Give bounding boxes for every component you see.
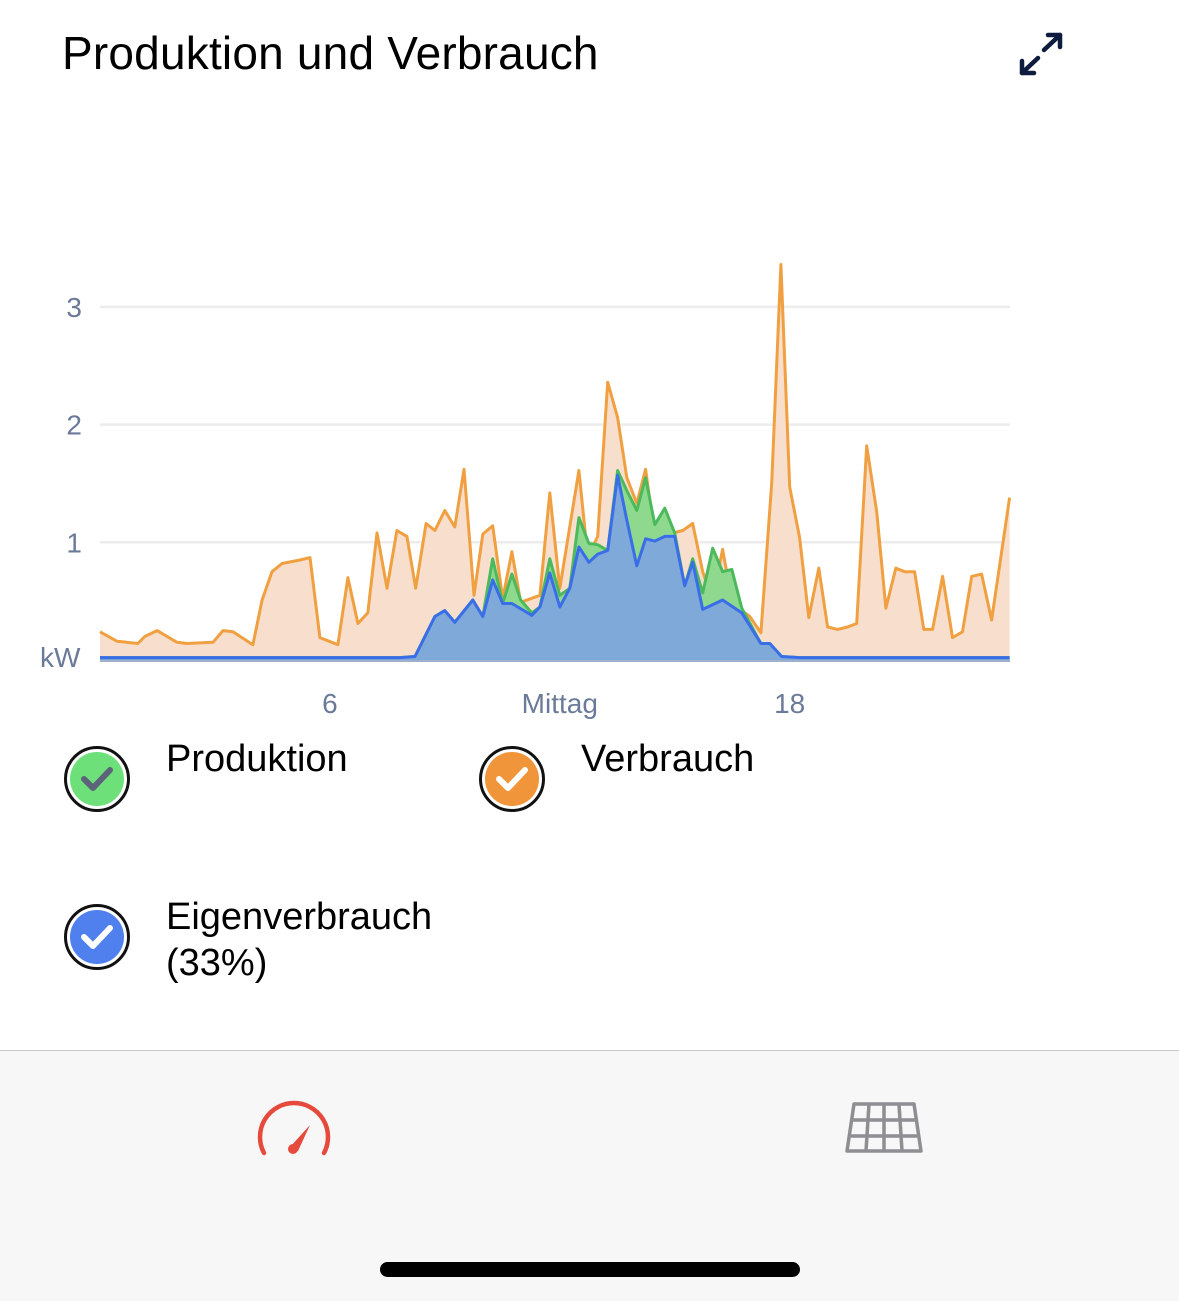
area-eigenverbrauch	[100, 475, 1010, 660]
legend-label: Eigenverbrauch (33%)	[166, 894, 432, 986]
checkmark-icon	[81, 767, 113, 791]
legend-label-line1: Eigenverbrauch	[166, 896, 433, 938]
chart-areas	[99, 263, 1012, 660]
x-axis-ticks: 6 Mittag 18	[322, 688, 805, 719]
legend-label: Produktion	[166, 738, 348, 780]
line-eigenverbrauch	[100, 473, 1010, 660]
area-verbrauch	[100, 264, 1010, 660]
checkbox-produktion[interactable]	[64, 746, 130, 812]
legend-label: Verbrauch	[581, 738, 755, 780]
legend-item-eigenverbrauch[interactable]: Eigenverbrauch (33%)	[64, 896, 432, 986]
y-tick-label: 1	[66, 527, 82, 558]
legend-item-verbrauch[interactable]: Verbrauch	[479, 738, 754, 812]
legend-label-line2: (33%)	[166, 942, 268, 984]
chart: 1 2 3 kW 6 Mittag 18	[40, 263, 1012, 719]
expand-arrows-icon[interactable]	[1016, 30, 1066, 78]
home-indicator[interactable]	[380, 1262, 800, 1277]
y-tick-label: 3	[66, 292, 82, 323]
x-tick-label: Mittag	[522, 688, 598, 719]
y-axis-unit: kW	[40, 642, 81, 673]
x-tick-label: 18	[774, 688, 805, 719]
checkmark-icon	[496, 767, 528, 791]
solar-panel-icon[interactable]	[844, 1101, 924, 1155]
legend-item-produktion[interactable]: Produktion	[64, 738, 348, 812]
page-title: Produktion und Verbrauch	[62, 27, 599, 79]
y-axis-ticks: 1 2 3	[66, 292, 82, 558]
checkbox-verbrauch[interactable]	[479, 746, 545, 812]
checkbox-eigenverbrauch[interactable]	[64, 904, 130, 970]
tab-bar	[0, 1050, 1179, 1301]
speedometer-icon[interactable]	[254, 1095, 334, 1163]
x-tick-label: 6	[322, 688, 338, 719]
checkmark-icon	[81, 925, 113, 949]
y-tick-label: 2	[66, 410, 82, 441]
